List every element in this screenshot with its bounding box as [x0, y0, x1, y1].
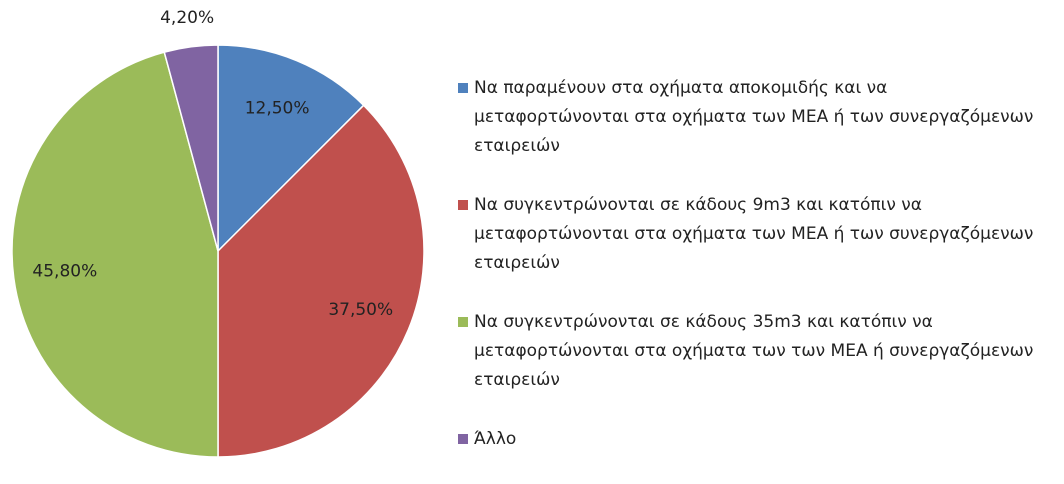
pie-slice	[217, 44, 365, 253]
legend-label: Να συγκεντρώνονται σε κάδους 35m3 και κα…	[474, 312, 1034, 390]
data-label: 4,20%	[160, 8, 214, 28]
pie-slice	[163, 44, 219, 252]
data-label: 45,80%	[32, 261, 97, 281]
page: {"chart_data": {"type": "pie", "categori…	[11, 8, 1034, 457]
chart: 12,50% 37,50% 45,80% 4,20%	[11, 8, 425, 457]
legend-swatch	[458, 83, 468, 93]
legend-swatch	[458, 200, 468, 210]
legend-item: Να παραμένουν στα οχήματα αποκομιδής και…	[458, 74, 1058, 161]
legend-label: Άλλο	[474, 429, 517, 449]
pie-slice	[217, 104, 425, 457]
legend: Να παραμένουν στα οχήματα αποκομιδής και…	[458, 74, 1058, 484]
legend-item: Να συγκεντρώνονται σε κάδους 9m3 και κατ…	[458, 191, 1058, 278]
legend-item: Άλλο	[458, 425, 1058, 454]
legend-swatch	[458, 434, 468, 444]
data-label: 37,50%	[328, 300, 393, 320]
legend-label: Να συγκεντρώνονται σε κάδους 9m3 και κατ…	[474, 195, 1034, 273]
legend-swatch	[458, 317, 468, 327]
pie-slice	[11, 51, 219, 457]
legend-item: Να συγκεντρώνονται σε κάδους 35m3 και κα…	[458, 308, 1058, 395]
legend-label: Να παραμένουν στα οχήματα αποκομιδής και…	[474, 78, 1034, 156]
data-label: 12,50%	[245, 98, 310, 118]
